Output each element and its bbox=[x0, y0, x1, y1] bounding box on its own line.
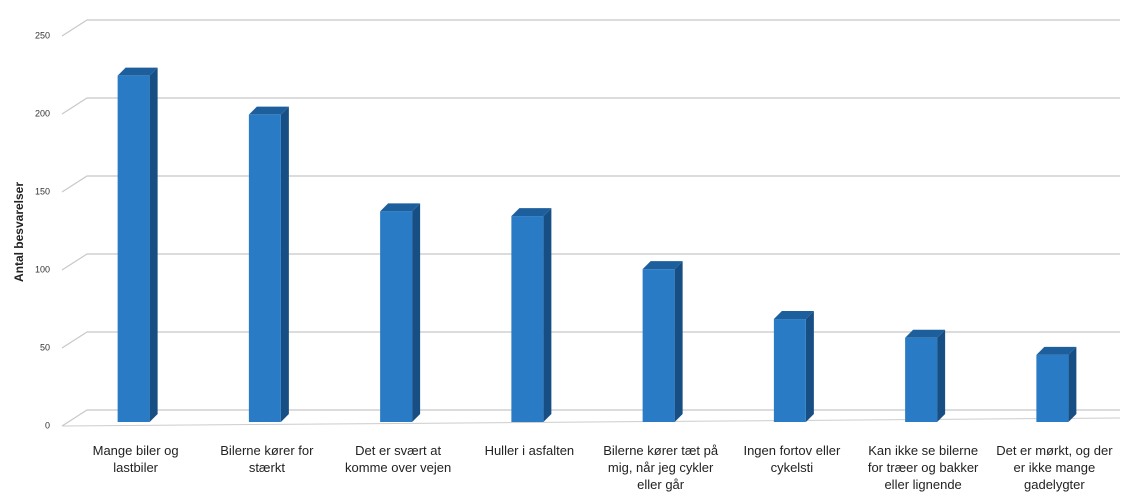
grid-line bbox=[61, 97, 1120, 115]
bar bbox=[380, 211, 413, 422]
x-tick-label: Huller i asfalten bbox=[484, 443, 575, 458]
grid-line bbox=[61, 331, 1120, 349]
bar-side bbox=[674, 261, 683, 422]
y-tick-label: 200 bbox=[35, 108, 50, 118]
y-tick-label: 150 bbox=[35, 186, 50, 196]
grid-line bbox=[61, 409, 1120, 427]
x-tick-label: Bilerne kører tæt på mig, når jeg cykler… bbox=[603, 443, 719, 492]
bar-side bbox=[149, 67, 158, 423]
y-tick-label: 50 bbox=[40, 342, 50, 352]
grid-line bbox=[61, 19, 1120, 37]
grid-line bbox=[61, 175, 1120, 193]
bar-side bbox=[280, 106, 289, 423]
x-tick-label: Ingen fortov eller cykelsti bbox=[743, 443, 841, 475]
bar-top bbox=[773, 311, 814, 320]
bar bbox=[905, 337, 938, 422]
bar-side bbox=[1068, 346, 1077, 422]
bar bbox=[117, 75, 150, 423]
bar-top bbox=[511, 208, 552, 217]
bar-side bbox=[543, 208, 552, 422]
y-tick-label: 250 bbox=[35, 30, 50, 40]
x-tick-label: Mange biler og lastbiler bbox=[92, 443, 179, 475]
floor-front bbox=[61, 417, 1121, 427]
x-tick-label: Bilerne kører for stærkt bbox=[220, 443, 314, 475]
bar bbox=[511, 216, 544, 422]
grid-line bbox=[61, 253, 1120, 271]
bar-top bbox=[642, 261, 683, 270]
bar-top bbox=[905, 329, 946, 338]
x-tick-label: Kan ikke se bilerne for træer og bakker … bbox=[867, 443, 979, 492]
bar-side bbox=[412, 203, 421, 422]
bar bbox=[642, 269, 675, 422]
bar-top bbox=[380, 203, 421, 212]
y-tick-label: 100 bbox=[35, 264, 50, 274]
bar bbox=[773, 319, 806, 422]
x-tick-label: Det er svært at komme over vejen bbox=[345, 443, 452, 475]
bar-top bbox=[248, 106, 289, 115]
bar-top bbox=[117, 67, 158, 76]
x-tick-label: Det er mørkt, og der er ikke mange gadel… bbox=[996, 443, 1113, 492]
bar-side bbox=[937, 329, 946, 422]
bar bbox=[248, 114, 281, 423]
bar-top bbox=[1036, 346, 1077, 355]
bar-side bbox=[805, 311, 814, 422]
bar bbox=[1036, 354, 1069, 422]
y-axis-label: Antal besvarelser bbox=[12, 182, 26, 282]
y-tick-label: 0 bbox=[45, 420, 50, 430]
